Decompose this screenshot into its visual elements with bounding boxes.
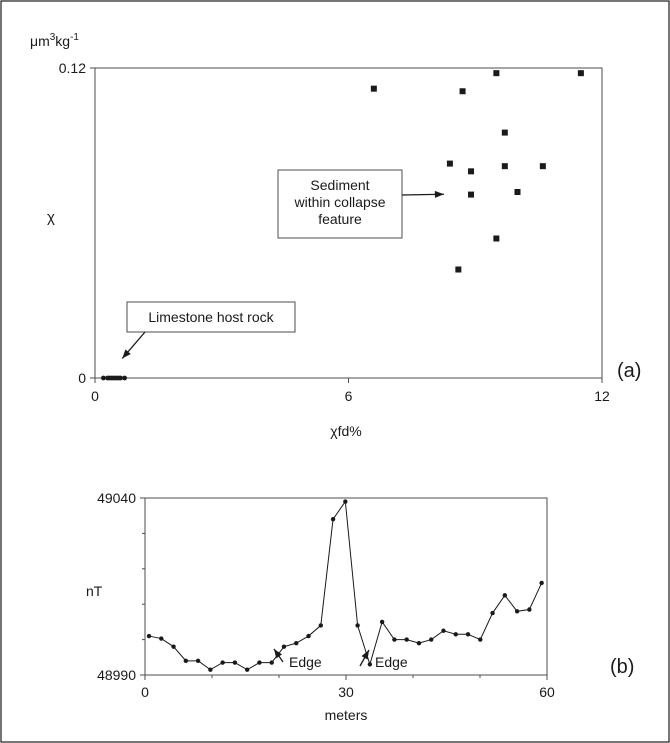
panel-b-point	[367, 662, 373, 667]
panel-b-point	[441, 628, 446, 633]
panel-b-point	[379, 619, 385, 625]
panel-a-points	[101, 70, 584, 381]
y-unit-exp1: 3	[50, 32, 56, 43]
panel-b-point	[478, 637, 483, 642]
panel-b-series-line	[148, 500, 543, 671]
limestone-annotation-box	[126, 301, 296, 333]
panel-a-x-tick-label: 0	[91, 388, 99, 404]
limestone-point	[117, 375, 123, 381]
panel-b-point	[171, 644, 176, 649]
panel-b-point	[281, 644, 287, 649]
panel-b-point	[527, 607, 532, 612]
panel-b-point	[392, 637, 397, 642]
panel-a-axes: 0 6 12 0 0.12	[59, 60, 610, 404]
panel-a-y-tick-label: 0	[78, 370, 86, 386]
sediment-point	[459, 88, 466, 95]
panel-b-point	[453, 632, 458, 637]
y-unit-exp2: -1	[70, 32, 79, 43]
panel-b-point	[183, 658, 189, 664]
panel-a-x-tick-label: 6	[345, 388, 353, 404]
sediment-annotation-text: Sediment	[310, 177, 369, 193]
panel-b-point	[159, 636, 164, 641]
panel-b-y-tick-label: 49040	[97, 490, 136, 506]
panel-b-x-tick-label: 30	[338, 684, 354, 700]
sediment-point	[501, 129, 508, 136]
panel-b-point	[257, 660, 262, 665]
limestone-annotation-text: Limestone host rock	[148, 309, 274, 325]
y-unit-base: μm	[30, 33, 50, 49]
sediment-point	[468, 168, 475, 175]
panel-a-x-tick-label: 12	[594, 388, 610, 404]
panel-b-point	[318, 623, 323, 628]
sediment-point	[455, 266, 462, 273]
limestone-annotation-arrow-head	[122, 349, 131, 359]
panel-a-y-tick-label: 0.12	[59, 60, 86, 76]
panel-b-point	[330, 517, 336, 522]
panel-b-point	[269, 660, 274, 665]
panel-a-label: (a)	[617, 360, 641, 382]
panel-b-point	[490, 610, 495, 616]
panel-b-point	[232, 660, 238, 665]
panel-b-point	[465, 632, 471, 637]
y-unit-mid: kg	[55, 33, 70, 49]
panel-b-x-tick-label: 60	[539, 684, 555, 700]
sediment-annotation-text: feature	[318, 211, 362, 227]
sediment-point	[493, 235, 500, 242]
panel-b-x-axis-label: meters	[325, 707, 368, 723]
panel-b-y-axis-label: nT	[86, 583, 103, 599]
edge-annotation-2-arrow-head	[361, 650, 369, 660]
panel-a-scatter: μm3kg-1 0 6 12 0 0.12 χ χfd% (a) Sedimentwit…	[30, 32, 641, 439]
panel-b-series	[146, 499, 544, 672]
panel-b-line: 0 30 60 48990 49040 nT meters (b) Edge Edge	[86, 490, 634, 723]
panel-b-y-tick-label: 48990	[97, 667, 136, 683]
panel-b-point	[195, 658, 201, 664]
panel-b-point	[514, 609, 520, 614]
limestone-point	[101, 375, 106, 381]
edge-annotation-1: Edge	[289, 654, 322, 670]
panel-b-point	[343, 499, 348, 504]
panel-b-point	[404, 637, 409, 642]
sediment-point	[539, 163, 546, 170]
sediment-point	[577, 70, 584, 77]
panel-b-point	[146, 633, 152, 639]
limestone-point	[122, 375, 127, 381]
sediment-point	[446, 160, 453, 167]
panel-b-point	[355, 623, 360, 628]
panel-a-y-axis-label: χ	[47, 209, 55, 226]
sediment-point	[468, 191, 475, 198]
panel-b-point	[416, 640, 422, 646]
panel-b-point	[429, 637, 434, 642]
panel-b-point	[244, 667, 250, 672]
panel-b-axes: 0 30 60 48990 49040	[97, 490, 555, 700]
sediment-annotation-text: within collapse	[293, 194, 385, 210]
sediment-point	[493, 70, 500, 77]
edge-annotation-1-arrow-head	[274, 649, 283, 659]
panel-b-point	[208, 667, 213, 672]
panel-b-label: (b)	[610, 656, 634, 678]
panel-b-x-tick-label: 0	[141, 684, 149, 700]
sediment-point	[501, 163, 508, 170]
sediment-annotation-arrow-head	[434, 190, 444, 198]
panel-a-y-unit: μm3kg-1	[30, 32, 79, 49]
panel-b-annotations: Edge Edge	[273, 648, 408, 670]
sediment-annotation-box	[277, 169, 403, 239]
panel-b-point	[539, 580, 544, 586]
panel-b-point	[220, 660, 225, 665]
panel-b-point	[502, 593, 508, 598]
sediment-point	[370, 85, 377, 92]
sediment-point	[514, 189, 521, 195]
edge-annotation-2: Edge	[375, 654, 408, 670]
panel-b-point	[306, 633, 311, 639]
panel-b-point	[294, 640, 299, 646]
panel-a-x-axis-label: χfd%	[330, 423, 361, 439]
panel-b-plot-frame	[144, 497, 548, 676]
